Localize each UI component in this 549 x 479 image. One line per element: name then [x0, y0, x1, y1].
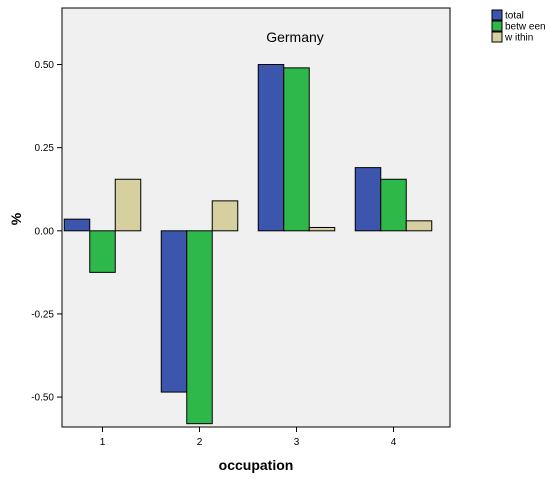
bar-between-4	[380, 178, 407, 232]
bar-within-1	[114, 178, 142, 232]
tick-layer: 0.50 0.25 0.00 -0.25 -0.50 1 2 3 4	[31, 60, 397, 448]
bar-within-2	[211, 200, 239, 232]
legend-swatch-between	[491, 20, 503, 32]
bar-between-1	[89, 230, 116, 273]
legend-label-within: w ithin	[504, 33, 533, 44]
legend-label-between: betw een	[505, 22, 546, 33]
bar-within-3	[308, 226, 336, 232]
x-tick-label: 4	[391, 437, 397, 448]
y-tick-label: -0.25	[31, 309, 54, 320]
x-tick-label: 3	[294, 437, 300, 448]
bar-total-3	[257, 64, 285, 232]
chart-title: Germany	[266, 29, 324, 45]
legend-label-total: total	[505, 11, 524, 22]
y-tick-label: -0.50	[31, 393, 54, 404]
y-tick-label: 0.25	[35, 143, 55, 154]
x-axis-title: occupation	[219, 457, 294, 473]
bar-total-4	[354, 167, 382, 232]
bar-total-1	[63, 218, 91, 232]
legend-swatch-total	[491, 9, 503, 21]
legend-swatch-within	[491, 31, 503, 43]
bar-within-4	[405, 220, 433, 232]
bar-total-2	[160, 230, 188, 393]
y-axis-title: %	[8, 212, 24, 225]
y-tick-label: 0.00	[35, 226, 55, 237]
x-tick-label: 2	[197, 437, 203, 448]
bars-layer	[63, 64, 433, 425]
bar-between-3	[283, 67, 310, 232]
bar-between-2	[186, 230, 213, 425]
y-tick-label: 0.50	[35, 60, 55, 71]
x-tick-label: 1	[100, 437, 106, 448]
